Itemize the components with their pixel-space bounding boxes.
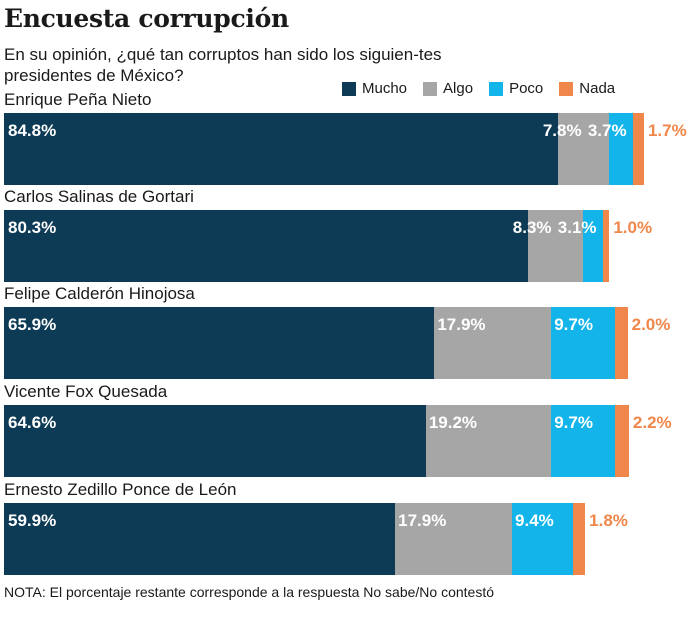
bar-segment-mucho bbox=[4, 210, 529, 282]
data-label-algo: 17.9% bbox=[398, 511, 447, 530]
legend-item-nada: Nada bbox=[559, 80, 615, 97]
category-label: Vicente Fox Quesada bbox=[4, 382, 168, 401]
bar-row: 84.8% 7.8% 3.7% 1.7% bbox=[4, 113, 692, 185]
footnote: NOTA: El porcentaje restante corresponde… bbox=[4, 584, 495, 600]
data-label-poco: 9.4% bbox=[515, 511, 554, 530]
data-label-mucho: 65.9% bbox=[8, 315, 57, 334]
data-label-nada: 1.0% bbox=[613, 218, 653, 237]
legend-item-poco: Poco bbox=[489, 80, 543, 97]
bar-segment-mucho bbox=[4, 307, 435, 379]
category-label: Ernesto Zedillo Ponce de León bbox=[4, 480, 237, 499]
bar-segment-algo bbox=[528, 210, 583, 282]
category-label: Felipe Calderón Hinojosa bbox=[4, 284, 195, 303]
data-label-poco: 9.7% bbox=[554, 413, 593, 432]
chart-subtitle: En su opinión, ¿qué tan corruptos han si… bbox=[4, 45, 442, 85]
data-label-nada: 2.2% bbox=[632, 413, 672, 432]
legend-swatch bbox=[342, 81, 356, 96]
bar-row: 65.9% 17.9% 9.7% 2.0% bbox=[4, 307, 692, 379]
legend-swatch bbox=[559, 81, 574, 96]
bar-segment-algo bbox=[425, 405, 552, 477]
legend-item-mucho: Mucho bbox=[342, 80, 407, 97]
bar-row: 64.6% 19.2% 9.7% 2.2% bbox=[4, 405, 692, 477]
bar-segment-mucho bbox=[4, 503, 396, 575]
legend-label: Poco bbox=[509, 80, 544, 97]
data-label-algo: 8.3% bbox=[512, 218, 552, 237]
bar-segment-algo bbox=[557, 113, 609, 185]
bar-row: 59.9% 17.9% 9.4% 1.8% bbox=[4, 503, 692, 575]
data-label-algo: 17.9% bbox=[437, 315, 486, 334]
data-label-mucho: 59.9% bbox=[8, 511, 57, 530]
data-label-poco: 9.7% bbox=[554, 315, 593, 334]
bar-segment-poco bbox=[512, 503, 574, 575]
data-label-poco: 3.1% bbox=[557, 218, 597, 237]
bar-row: 80.3% 8.3% 3.1% 1.0% bbox=[4, 210, 692, 282]
data-label-mucho: 80.3% bbox=[8, 218, 57, 237]
bar-segment-algo bbox=[395, 503, 513, 575]
bar-segment-nada bbox=[614, 405, 629, 477]
data-label-algo: 7.8% bbox=[542, 121, 582, 140]
data-label-algo: 19.2% bbox=[428, 413, 478, 432]
bar-segment-mucho bbox=[4, 405, 426, 477]
data-label-mucho: 64.6% bbox=[8, 413, 57, 432]
bar-segment-poco bbox=[608, 113, 633, 185]
data-label-nada: 1.7% bbox=[647, 121, 687, 140]
data-label-nada: 1.8% bbox=[589, 511, 628, 530]
bar-segment-poco bbox=[551, 307, 615, 379]
legend-swatch bbox=[423, 81, 438, 96]
bar-segment-poco bbox=[551, 405, 615, 477]
legend-swatch bbox=[489, 81, 504, 96]
legend-label: Mucho bbox=[362, 80, 408, 97]
bar-segment-nada bbox=[632, 113, 644, 185]
bar-segment-algo bbox=[434, 307, 552, 379]
legend: Mucho Algo Poco Nada bbox=[342, 80, 615, 97]
bar-segment-mucho bbox=[4, 113, 558, 185]
legend-item-algo: Algo bbox=[423, 80, 473, 97]
category-label: Carlos Salinas de Gortari bbox=[4, 187, 194, 206]
category-label: Enrique Peña Nieto bbox=[4, 90, 152, 109]
bar-segment-nada bbox=[614, 307, 628, 379]
bar-segment-nada bbox=[602, 210, 610, 282]
bar-segment-nada bbox=[573, 503, 586, 575]
data-label-mucho: 84.8% bbox=[8, 121, 57, 140]
data-label-nada: 2.0% bbox=[631, 315, 671, 334]
legend-label: Nada bbox=[579, 80, 616, 97]
chart-title: Encuesta corrupción bbox=[4, 4, 289, 33]
data-label-poco: 3.7% bbox=[587, 121, 627, 140]
bar-segment-poco bbox=[582, 210, 603, 282]
legend-label: Algo bbox=[443, 80, 474, 97]
